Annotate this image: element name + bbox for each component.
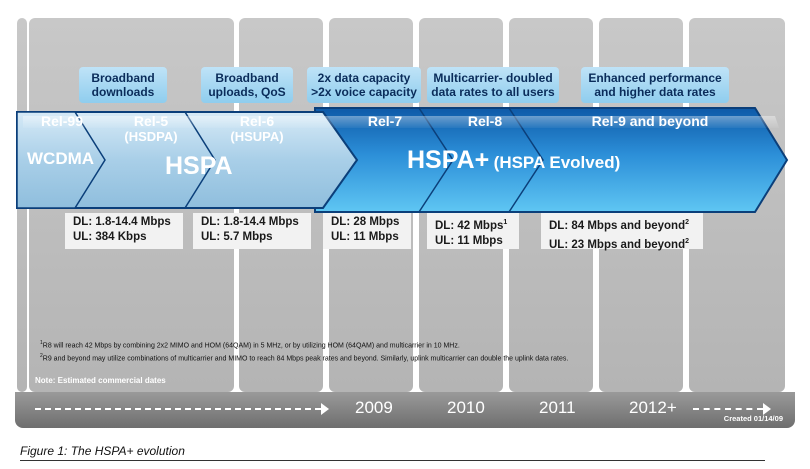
spec-ul: UL: 11 Mbps	[435, 234, 503, 247]
spec-box: DL: 42 Mbps1 UL: 11 Mbps	[427, 213, 519, 249]
callout-line: data rates to all users	[431, 85, 555, 99]
estimate-note: Note: Estimated commercial dates	[35, 376, 166, 385]
spec-box: DL: 1.8-14.4 Mbps UL: 5.7 Mbps	[193, 213, 311, 249]
spec-box: DL: 28 Mbps UL: 11 Mbps	[323, 213, 411, 249]
timeline-arrowhead-left	[321, 403, 329, 415]
tech-hspa: HSPA	[165, 152, 233, 180]
release-rel-7: Rel-7	[345, 114, 425, 129]
callout-line: uploads, QoS	[208, 85, 286, 99]
gloss-band	[23, 116, 779, 128]
footnote-mark: 2	[685, 219, 689, 226]
release-name: Rel-8	[467, 113, 503, 129]
spec-ul: UL: 5.7 Mbps	[201, 231, 273, 243]
spec-dl-text: DL: 84 Mbps and beyond	[549, 219, 686, 232]
callout-capacity: 2x data capacity >2x voice capacity	[307, 67, 421, 103]
year-label: 2009	[355, 398, 393, 417]
release-rel-8: Rel-8	[445, 114, 525, 129]
footnote-text: R9 and beyond may utilize combinations o…	[42, 355, 569, 363]
caption-divider	[20, 460, 765, 461]
release-rel-9: Rel-9 and beyond	[565, 114, 735, 129]
timeline-band	[15, 392, 795, 428]
callout-line: Enhanced performance	[588, 71, 722, 85]
release-name: Rel-9 and beyond	[591, 113, 709, 129]
spec-ul: UL: 384 Kbps	[73, 231, 147, 243]
callout-line: Broadband	[215, 71, 279, 85]
tech-hspa-plus-label: HSPA+	[407, 146, 490, 174]
footnote-mark: 1	[40, 340, 43, 346]
timeline-dash-left	[35, 408, 321, 410]
figure-caption: Figure 1: The HSPA+ evolution	[20, 444, 185, 458]
release-rel-6: Rel-6 (HSUPA)	[213, 113, 301, 145]
release-sub: (HSDPA)	[124, 129, 178, 144]
callout-line: Broadband	[91, 71, 155, 85]
callout-line: 2x data capacity	[317, 71, 411, 85]
spec-dl-text: DL: 42 Mbps	[435, 219, 504, 232]
spec-dl: DL: 42 Mbps1	[435, 215, 519, 234]
spec-ul: UL: 23 Mbps and beyond2	[549, 234, 703, 253]
spec-dl: DL: 1.8-14.4 Mbps	[73, 216, 171, 228]
wcdma-chevron	[16, 111, 106, 209]
release-rel-99: Rel-99	[27, 114, 97, 129]
tech-wcdma: WCDMA	[27, 149, 95, 168]
release-name: Rel-6	[239, 113, 275, 129]
release-sub: (HSUPA)	[230, 129, 284, 144]
callout-line: Multicarrier- doubled	[433, 71, 553, 85]
footnote-2: 2R9 and beyond may utilize combinations …	[40, 353, 568, 362]
timeline-dash-right	[693, 408, 763, 410]
callout-broadband-downloads: Broadband downloads	[79, 67, 167, 103]
rel-5-chevron	[75, 111, 216, 209]
release-name: Rel-5	[133, 113, 169, 129]
footnote-mark: 2	[40, 353, 43, 359]
footnote-mark: 2	[685, 237, 689, 245]
spec-box: DL: 84 Mbps and beyond2 UL: 23 Mbps and …	[541, 213, 703, 251]
year-label: 2011	[539, 398, 576, 417]
tech-hspa-plus-sub: (HSPA Evolved)	[493, 153, 621, 172]
callout-broadband-uploads: Broadband uploads, QoS	[201, 67, 293, 103]
callout-multicarrier: Multicarrier- doubled data rates to all …	[427, 67, 559, 103]
release-rel-5: Rel-5 (HSDPA)	[111, 113, 191, 145]
callout-line: and higher data rates	[594, 85, 716, 99]
spec-ul-text: UL: 23 Mbps and beyond	[549, 238, 686, 251]
tech-hspa-plus: HSPA+ (HSPA Evolved)	[407, 146, 620, 175]
callout-line: downloads	[91, 85, 155, 99]
spec-dl: DL: 28 Mbps	[331, 216, 400, 228]
release-name: Rel-99	[40, 113, 84, 129]
hspa-evolution-figure: Broadband downloads Broadband uploads, Q…	[15, 10, 795, 428]
year-label: 2010	[447, 398, 485, 417]
spec-ul: UL: 11 Mbps	[331, 231, 399, 243]
spec-dl: DL: 84 Mbps and beyond2	[549, 215, 703, 234]
year-label: 2012+	[629, 398, 677, 417]
spec-dl: DL: 1.8-14.4 Mbps	[201, 216, 299, 228]
evolution-arrow	[16, 107, 789, 213]
timeline-arrowhead-right	[763, 403, 771, 415]
release-name: Rel-7	[367, 113, 403, 129]
footnote-mark: 1	[503, 219, 508, 226]
footnote-text: R8 will reach 42 Mbps by combining 2x2 M…	[42, 342, 460, 350]
footnote-1: 1R8 will reach 42 Mbps by combining 2x2 …	[40, 340, 460, 349]
callout-enhanced-performance: Enhanced performance and higher data rat…	[581, 67, 729, 103]
callout-line: >2x voice capacity	[311, 85, 417, 99]
created-date: Created 01/14/09	[723, 414, 783, 423]
spec-box: DL: 1.8-14.4 Mbps UL: 384 Kbps	[65, 213, 183, 249]
